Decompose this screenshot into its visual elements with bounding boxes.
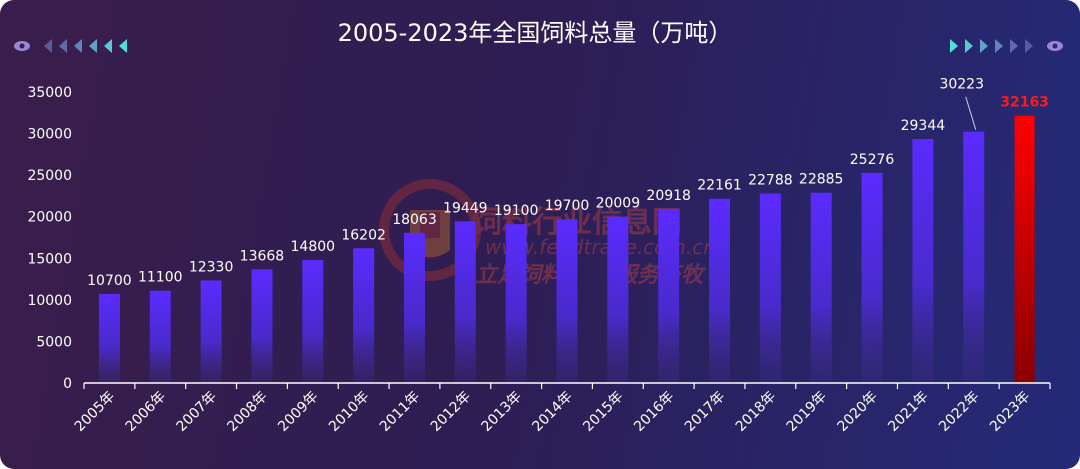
data-label: 10700 (87, 273, 132, 289)
bar (709, 198, 731, 383)
bar (810, 192, 832, 383)
data-label: 12330 (189, 259, 234, 275)
arrow-right-icon (995, 39, 1003, 53)
data-label: 14800 (291, 239, 336, 255)
y-tick-label: 30000 (27, 127, 72, 143)
x-tick-label: 2015年 (580, 389, 626, 435)
bar (454, 221, 476, 383)
label-leader-line (965, 96, 977, 130)
arrow-left-icon (89, 39, 97, 53)
x-tick-label: 2009年 (275, 389, 321, 435)
x-tick-label: 2014年 (529, 389, 575, 435)
data-label: 20009 (596, 196, 641, 212)
y-tick-label: 5000 (36, 334, 72, 350)
eye-icon (14, 41, 30, 51)
bar (505, 224, 527, 383)
bar (353, 248, 375, 383)
y-tick-label: 10000 (27, 293, 72, 309)
eye-icon (1047, 41, 1063, 51)
data-label: 22788 (748, 173, 793, 189)
arrow-left-icon (104, 39, 112, 53)
x-tick-label: 2016年 (631, 389, 677, 435)
x-tick-label: 2018年 (733, 389, 779, 435)
x-tick-label: 2017年 (682, 389, 728, 435)
x-tick-label: 2008年 (224, 389, 270, 435)
bar (607, 216, 629, 383)
bar (200, 280, 222, 383)
data-label: 19700 (545, 198, 590, 214)
bar (556, 219, 578, 383)
bar (861, 172, 883, 383)
bar (302, 259, 324, 383)
arrow-left-icon (119, 39, 127, 53)
bar (759, 193, 781, 383)
data-label: 13668 (240, 248, 285, 264)
bar (963, 131, 985, 383)
arrow-right-icon (965, 39, 973, 53)
y-tick-label: 25000 (27, 168, 72, 184)
arrow-right-icon (1025, 39, 1033, 53)
x-tick-label: 2023年 (987, 389, 1033, 435)
bar (912, 139, 934, 383)
arrow-right-icon (980, 39, 988, 53)
x-axis: 2005年 2006年 2007年 2008年 2009年 2010年 2011年 2012年… (72, 382, 1051, 435)
right-decoration (950, 39, 1063, 53)
x-tick-label: 2007年 (174, 389, 220, 435)
bar (98, 294, 120, 383)
arrow-left-icon (59, 39, 67, 53)
x-tick-label: 2011年 (377, 389, 423, 435)
x-tick-label: 2021年 (885, 389, 931, 435)
y-axis: 0 5000 10000 15000 20000 25000 30000 35000 (27, 85, 72, 392)
data-label: 20918 (646, 188, 691, 204)
chart-title: 2005-2023年全国饲料总量（万吨） (338, 19, 733, 47)
left-decoration (14, 39, 127, 53)
data-label: 11100 (138, 270, 183, 286)
x-tick-label: 2022年 (936, 389, 982, 435)
data-label: 32163 (1000, 95, 1049, 111)
data-label: 16202 (341, 227, 386, 243)
arrow-right-icon (1010, 39, 1018, 53)
x-tick-label: 2019年 (784, 389, 830, 435)
data-label: 22161 (697, 178, 742, 194)
x-tick-label: 2010年 (326, 389, 372, 435)
bar-series: 10700 11100 12330 13668 14800 16202 18063 19449… (87, 77, 1049, 383)
y-tick-label: 0 (63, 376, 72, 392)
data-label: 29344 (901, 118, 946, 134)
data-label: 30223 (939, 77, 984, 93)
arrow-left-icon (74, 39, 82, 53)
y-tick-label: 20000 (27, 210, 72, 226)
bar-highlight (1014, 115, 1035, 383)
x-tick-label: 2013年 (479, 389, 525, 435)
bar (403, 232, 425, 383)
y-tick-label: 15000 (27, 251, 72, 267)
arrow-right-icon (950, 39, 958, 53)
x-tick-label: 2005年 (72, 389, 118, 435)
data-label: 19449 (443, 200, 488, 216)
x-tick-label: 2012年 (428, 389, 474, 435)
arrow-left-icon (44, 39, 52, 53)
data-label: 18063 (392, 212, 437, 228)
bar (149, 290, 171, 383)
data-label: 19100 (494, 203, 539, 219)
x-tick-label: 2006年 (123, 389, 169, 435)
x-tick-label: 2020年 (834, 389, 880, 435)
bar (251, 269, 273, 383)
data-label: 25276 (850, 152, 895, 168)
y-tick-label: 35000 (27, 85, 72, 101)
data-label: 22885 (799, 172, 844, 188)
bar (658, 209, 680, 383)
